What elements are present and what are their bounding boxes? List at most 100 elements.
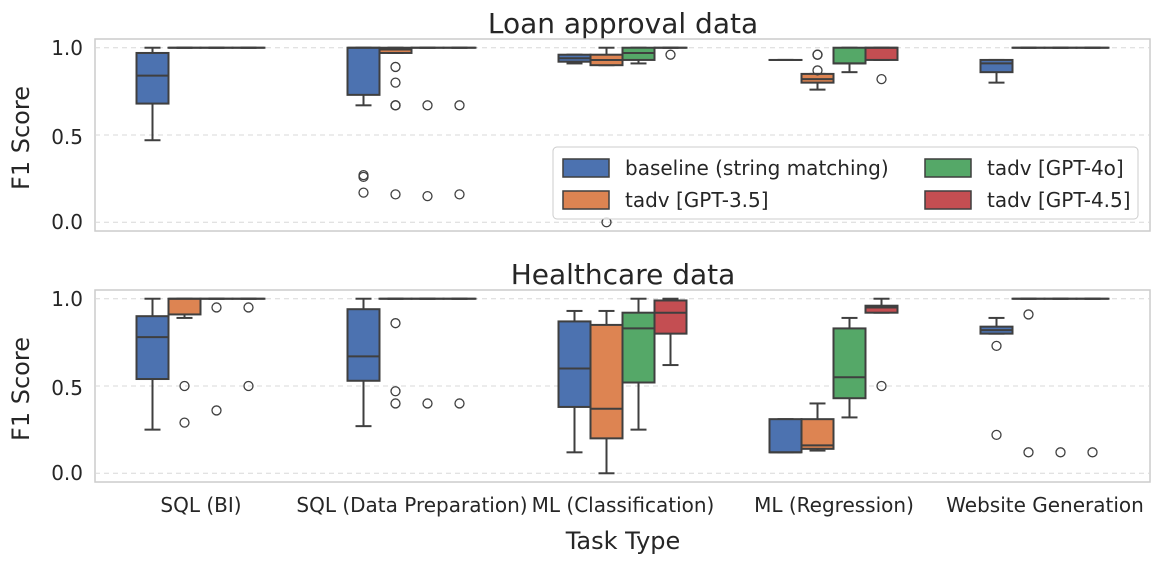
outlier-point [454, 100, 465, 111]
x-axis-label: Task Type [565, 527, 681, 555]
box-gpt45 [864, 46, 899, 85]
x-tick-label: SQL (BI) [160, 493, 241, 517]
legend-swatch-gpt45 [924, 190, 972, 210]
box-body [832, 46, 867, 65]
box-gpt4o [410, 297, 445, 409]
legend-frame [552, 146, 1139, 220]
panel-loan: Loan approval data F1 Score 1.0 0.5 0.0 [7, 7, 1151, 234]
legend-swatch-gpt35 [562, 190, 610, 210]
x-tick-labels: SQL (BI) SQL (Data Preparation) ML (Clas… [160, 493, 1143, 517]
outlier-point [390, 398, 401, 409]
boxes-loan [135, 46, 1110, 228]
panel-healthcare: Healthcare data F1 Score 1.0 0.5 0.0 SQL… [7, 258, 1151, 555]
outlier-point [991, 429, 1002, 441]
outlier-point [812, 65, 823, 76]
panel-title-healthcare: Healthcare data [511, 258, 736, 291]
box-body [135, 315, 170, 381]
legend-entry-gpt35: tadv [GPT-3.5] [562, 188, 769, 212]
y-tick-label: 0.5 [51, 125, 83, 149]
y-tick-label: 0.5 [51, 376, 83, 400]
box-gpt4o [621, 297, 656, 431]
box-body [557, 320, 592, 408]
gridlines-loan [95, 47, 1150, 223]
box-body [346, 308, 381, 382]
legend-swatch-baseline [562, 158, 610, 178]
legend-label-baseline: baseline (string matching) [625, 156, 889, 180]
box-gpt45 [442, 297, 477, 409]
outlier-point [1055, 447, 1066, 458]
legend-entry-gpt45: tadv [GPT-4.5] [924, 188, 1131, 212]
box-gpt4o [621, 46, 656, 65]
box-body [800, 418, 835, 450]
outlier-point [812, 49, 823, 60]
box-gpt35 [800, 402, 835, 452]
outlier-point [390, 318, 401, 329]
box-gpt45 [231, 297, 266, 392]
outlier-point [390, 77, 401, 88]
box-baseline [979, 316, 1014, 441]
outlier-point [454, 398, 465, 409]
box-baseline [346, 46, 381, 198]
box-body [832, 327, 867, 400]
box-body [589, 323, 624, 440]
box-gpt4o [832, 316, 867, 419]
box-gpt35 [378, 46, 413, 200]
legend: baseline (string matching) tadv [GPT-3.5… [552, 146, 1139, 220]
box-baseline [557, 309, 592, 454]
outlier-point [422, 398, 433, 409]
x-tick-label: ML (Classification) [532, 493, 715, 517]
box-body [979, 58, 1014, 74]
outlier-point [454, 189, 465, 200]
box-gpt35 [589, 46, 624, 228]
legend-label-gpt45: tadv [GPT-4.5] [987, 188, 1131, 212]
legend-label-gpt35: tadv [GPT-3.5] [625, 188, 769, 212]
box-gpt45 [442, 46, 477, 200]
outlier-point [665, 49, 676, 60]
outlier-point [991, 340, 1002, 352]
legend-label-gpt4o: tadv [GPT-4o] [987, 156, 1124, 180]
box-body [768, 418, 803, 454]
gridlines-healthcare [95, 298, 1150, 474]
box-body [864, 304, 899, 314]
outlier-point [422, 190, 433, 202]
legend-entry-baseline: baseline (string matching) [562, 156, 889, 180]
panel-title-loan: Loan approval data [488, 7, 758, 40]
box-baseline [346, 297, 381, 428]
outlier-point [211, 302, 222, 313]
box-gpt4o [1043, 297, 1078, 458]
y-axis-label-loan: F1 Score [7, 86, 35, 190]
box-body [621, 311, 656, 384]
outlier-point [390, 100, 401, 111]
legend-entry-gpt4o: tadv [GPT-4o] [924, 156, 1124, 180]
box-baseline [135, 46, 170, 142]
box-body [167, 297, 202, 316]
box-baseline [557, 53, 592, 65]
box-baseline [979, 58, 1014, 84]
legend-swatch-gpt4o [924, 158, 972, 178]
box-baseline [768, 418, 803, 454]
boxes-healthcare [135, 297, 1110, 475]
outlier-point [422, 100, 433, 111]
box-gpt35 [167, 297, 202, 428]
box-gpt45 [653, 297, 688, 367]
outlier-point [358, 187, 369, 198]
box-gpt4o [199, 297, 234, 416]
y-tick-label: 1.0 [51, 36, 83, 60]
box-body [346, 46, 381, 96]
box-gpt35 [800, 49, 835, 91]
outlier-point [390, 189, 401, 200]
y-axis-label-healthcare: F1 Score [7, 337, 35, 441]
outlier-point [243, 380, 254, 392]
outlier-point [358, 171, 369, 183]
box-gpt45 [864, 297, 899, 392]
outlier-point [1087, 447, 1098, 458]
x-tick-label: ML (Regression) [754, 493, 914, 517]
outlier-point [1023, 447, 1034, 458]
box-gpt4o [410, 46, 445, 202]
y-ticks-loan: 1.0 0.5 0.0 [51, 36, 83, 234]
box-body [653, 299, 688, 335]
y-tick-label: 0.0 [51, 210, 83, 234]
box-gpt45 [653, 46, 688, 60]
y-tick-label: 1.0 [51, 287, 83, 311]
outlier-point [390, 61, 401, 73]
